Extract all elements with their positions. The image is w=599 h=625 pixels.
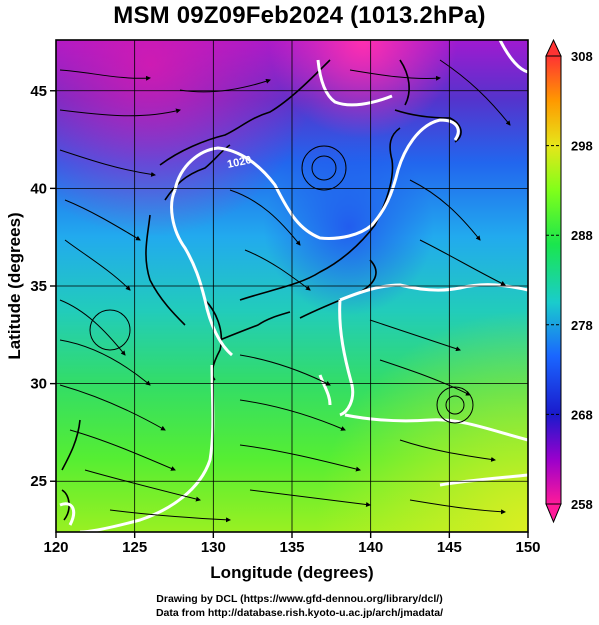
x-tick-label: 125 (122, 539, 147, 556)
x-tick-label: 140 (358, 539, 383, 556)
x-tick-label: 120 (43, 539, 68, 556)
y-tick-label: 25 (30, 473, 47, 490)
credits: Drawing by DCL (https://www.gfd-dennou.o… (0, 592, 599, 620)
y-tick-label: 45 (30, 83, 47, 100)
contour-label: 1020 (226, 154, 252, 171)
y-tick-label: 35 (30, 278, 47, 295)
credit-data: Data from http://database.rish.kyoto-u.a… (155, 607, 444, 619)
colorbar-tick-label: 298 (571, 139, 593, 154)
x-tick-label: 130 (201, 539, 226, 556)
colorbar: 308 298 288 278 268 258 (545, 38, 593, 524)
x-tick-label: 145 (437, 539, 462, 556)
y-tick-label: 30 (30, 376, 47, 393)
x-tick-label: 135 (279, 539, 304, 556)
colorbar-tick-label: 278 (571, 318, 593, 333)
colorbar-tick-label: 268 (571, 407, 593, 422)
colorbar-gradient (545, 55, 562, 505)
temperature-field (56, 40, 528, 532)
y-axis-label: Latitude (degrees) (5, 212, 24, 359)
colorbar-max-arrow (545, 38, 562, 57)
y-axis: 25 30 35 40 45 (30, 83, 56, 490)
x-tick-label: 150 (515, 539, 540, 556)
x-axis-label: Longitude (degrees) (210, 563, 373, 582)
credit-drawing: Drawing by DCL (https://www.gfd-dennou.o… (156, 593, 443, 605)
y-tick-label: 40 (30, 180, 47, 197)
isobar-contours (59, 40, 528, 532)
chart-title: MSM 09Z09Feb2024 (1013.2hPa) (113, 2, 486, 29)
x-axis: 120 125 130 135 140 145 150 (43, 532, 541, 556)
colorbar-tick-label: 258 (571, 497, 593, 512)
colorbar-tick-label: 288 (571, 228, 593, 243)
colorbar-tick-label: 308 (571, 49, 593, 64)
wind-streamlines (59, 59, 511, 523)
colorbar-min-arrow (545, 503, 562, 524)
grid-lines (56, 40, 528, 532)
